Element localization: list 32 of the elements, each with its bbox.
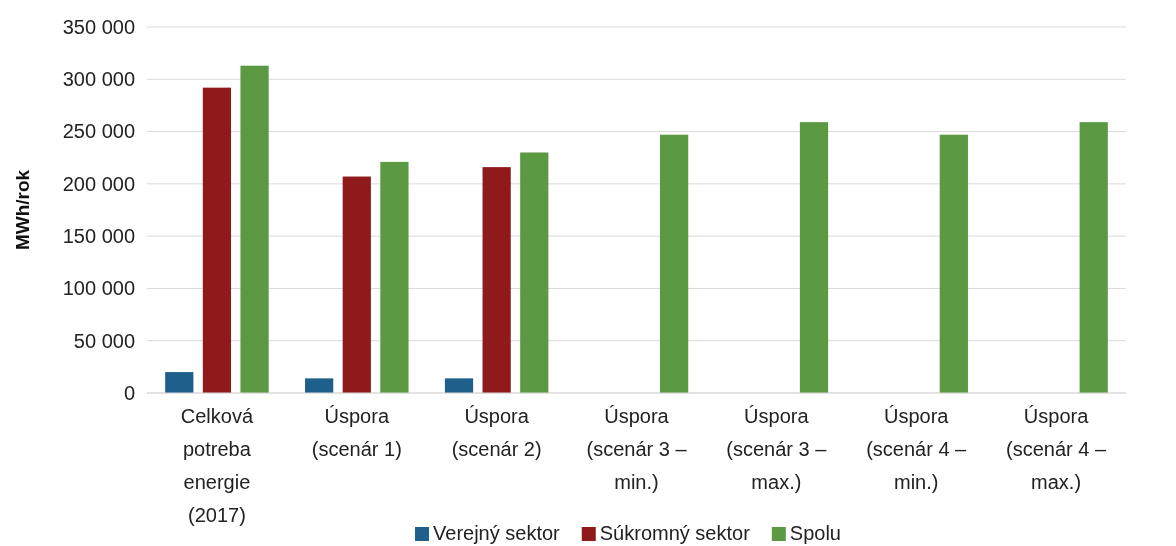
bar <box>482 167 511 393</box>
y-tick-label: 150 000 <box>62 225 135 248</box>
y-tick-label: 50 000 <box>73 329 135 352</box>
bar <box>380 161 409 393</box>
bar <box>202 87 232 393</box>
bar <box>240 65 269 393</box>
y-axis-title: MWh/rok <box>12 169 33 251</box>
x-tick-label: Celková potreba energie (2017) <box>180 405 254 526</box>
legend-label: Verejný sektor <box>433 522 561 544</box>
y-tick-label: 300 000 <box>62 68 135 91</box>
bar <box>660 134 689 393</box>
bar <box>520 152 549 393</box>
y-tick-label: 100 000 <box>62 277 135 300</box>
y-tick-label: 0 <box>123 381 135 404</box>
y-tick-label: 250 000 <box>62 120 135 143</box>
legend-label: Súkromný sektor <box>599 522 751 544</box>
x-tick-label: Úspora (scenár 3 – max.) <box>726 405 828 493</box>
legend-label: Spolu <box>789 522 841 544</box>
x-tick-label: Úspora (scenár 1) <box>311 405 402 460</box>
y-tick-label: 350 000 <box>62 15 135 38</box>
bar <box>305 378 334 393</box>
bar <box>444 378 474 393</box>
x-tick-label: Úspora (scenár 4 – min.) <box>866 405 968 493</box>
bar <box>165 372 194 393</box>
bar <box>1079 122 1108 393</box>
x-tick-label: Úspora (scenár 4 – max.) <box>1006 405 1107 493</box>
bar <box>939 134 968 393</box>
y-tick-label: 200 000 <box>62 172 135 195</box>
bar <box>799 122 829 393</box>
bar <box>342 176 371 393</box>
x-tick-label: Úspora (scenár 3 – min.) <box>586 405 688 493</box>
x-tick-label: Úspora (scenár 2) <box>451 405 542 460</box>
